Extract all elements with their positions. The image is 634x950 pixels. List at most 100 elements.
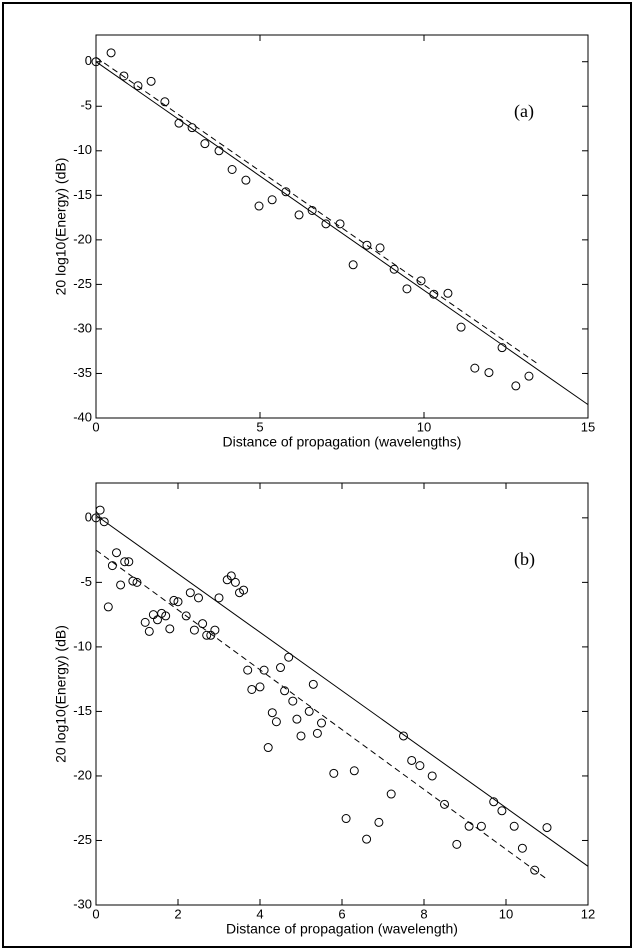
data-point <box>312 728 322 738</box>
data-point <box>321 219 331 229</box>
data-point <box>202 630 212 640</box>
panel-label: (b) <box>514 549 535 570</box>
x-tick-label: 15 <box>581 419 595 434</box>
data-point <box>511 381 521 391</box>
data-point <box>292 714 302 724</box>
data-point <box>241 175 251 185</box>
data-point <box>509 821 519 831</box>
fit-line <box>95 514 589 867</box>
data-point <box>173 597 183 607</box>
data-point <box>267 708 277 718</box>
data-point <box>476 821 486 831</box>
x-axis-label: Distance of propagation (wavelengths) <box>223 434 462 450</box>
data-point <box>456 322 466 332</box>
data-point <box>443 288 453 298</box>
data-point <box>187 123 197 133</box>
data-point <box>362 240 372 250</box>
x-tick-label: 6 <box>338 906 345 921</box>
plot-area <box>95 34 589 419</box>
data-point <box>189 625 199 635</box>
data-point <box>294 210 304 220</box>
data-point <box>267 195 277 205</box>
y-tick-label: -30 <box>73 896 92 911</box>
data-point <box>399 731 408 741</box>
y-tick-label: -5 <box>80 98 92 113</box>
y-tick-label: -10 <box>73 142 92 157</box>
x-tick-label: 0 <box>92 419 99 434</box>
y-tick-label: -40 <box>73 409 92 424</box>
x-tick-label: 2 <box>174 906 181 921</box>
data-point <box>116 580 126 590</box>
y-tick-label: 0 <box>85 53 92 68</box>
data-point <box>542 823 552 833</box>
data-point <box>271 717 281 727</box>
y-axis-label: 20 log10(Energy) (dB) <box>53 158 69 296</box>
data-point <box>112 548 121 558</box>
x-axis-label: Distance of propagation (wavelength) <box>226 921 458 937</box>
data-point <box>210 625 220 635</box>
data-point <box>185 588 195 598</box>
data-point <box>407 755 417 765</box>
data-point <box>307 205 317 215</box>
y-tick-label: -20 <box>73 767 92 782</box>
data-point <box>308 679 318 689</box>
data-point <box>161 611 171 621</box>
data-point <box>255 682 265 692</box>
data-point <box>106 48 116 58</box>
data-point <box>133 81 143 91</box>
fit-line <box>95 549 548 880</box>
data-point <box>280 686 290 696</box>
y-tick-label: -20 <box>73 231 92 246</box>
data-point <box>415 761 425 771</box>
data-point <box>341 814 351 824</box>
data-point <box>362 834 372 844</box>
data-point <box>317 718 326 728</box>
y-tick-label: -10 <box>73 638 92 653</box>
data-point <box>169 595 179 605</box>
y-tick-label: -35 <box>73 365 92 380</box>
data-point <box>99 517 109 527</box>
data-point <box>288 696 298 706</box>
x-tick-label: 4 <box>256 906 263 921</box>
data-point <box>530 865 540 875</box>
data-point <box>349 766 359 776</box>
data-point <box>124 557 134 567</box>
data-point <box>254 201 264 211</box>
data-point <box>389 264 399 274</box>
data-point <box>348 260 358 270</box>
x-tick-label: 10 <box>499 906 513 921</box>
data-point <box>227 164 237 174</box>
data-point <box>296 731 306 741</box>
data-point <box>427 771 437 781</box>
data-point <box>153 615 162 625</box>
x-tick-label: 0 <box>92 906 99 921</box>
y-axis-label: 20 log10(Energy) (dB) <box>53 625 69 763</box>
y-tick-label: -25 <box>73 276 92 291</box>
x-tick-label: 12 <box>581 906 595 921</box>
data-point <box>386 789 396 799</box>
y-tick-label: -25 <box>73 832 92 847</box>
data-point <box>247 684 257 694</box>
x-tick-label: 10 <box>417 419 431 434</box>
data-point <box>276 663 285 673</box>
data-point <box>524 371 534 381</box>
data-point <box>214 593 224 603</box>
data-point <box>144 626 154 636</box>
data-point <box>416 276 426 286</box>
data-point <box>375 243 385 253</box>
data-point <box>95 505 105 515</box>
panel-label: (a) <box>514 101 534 122</box>
data-point <box>470 363 480 373</box>
data-point <box>329 768 339 778</box>
data-point <box>120 557 130 567</box>
y-tick-label: 0 <box>85 509 92 524</box>
data-point <box>146 76 156 86</box>
fit-line <box>95 61 589 406</box>
data-point <box>440 799 449 809</box>
data-point <box>304 706 314 716</box>
data-point <box>243 665 253 675</box>
y-tick-label: -15 <box>73 187 92 202</box>
data-point <box>239 585 249 595</box>
